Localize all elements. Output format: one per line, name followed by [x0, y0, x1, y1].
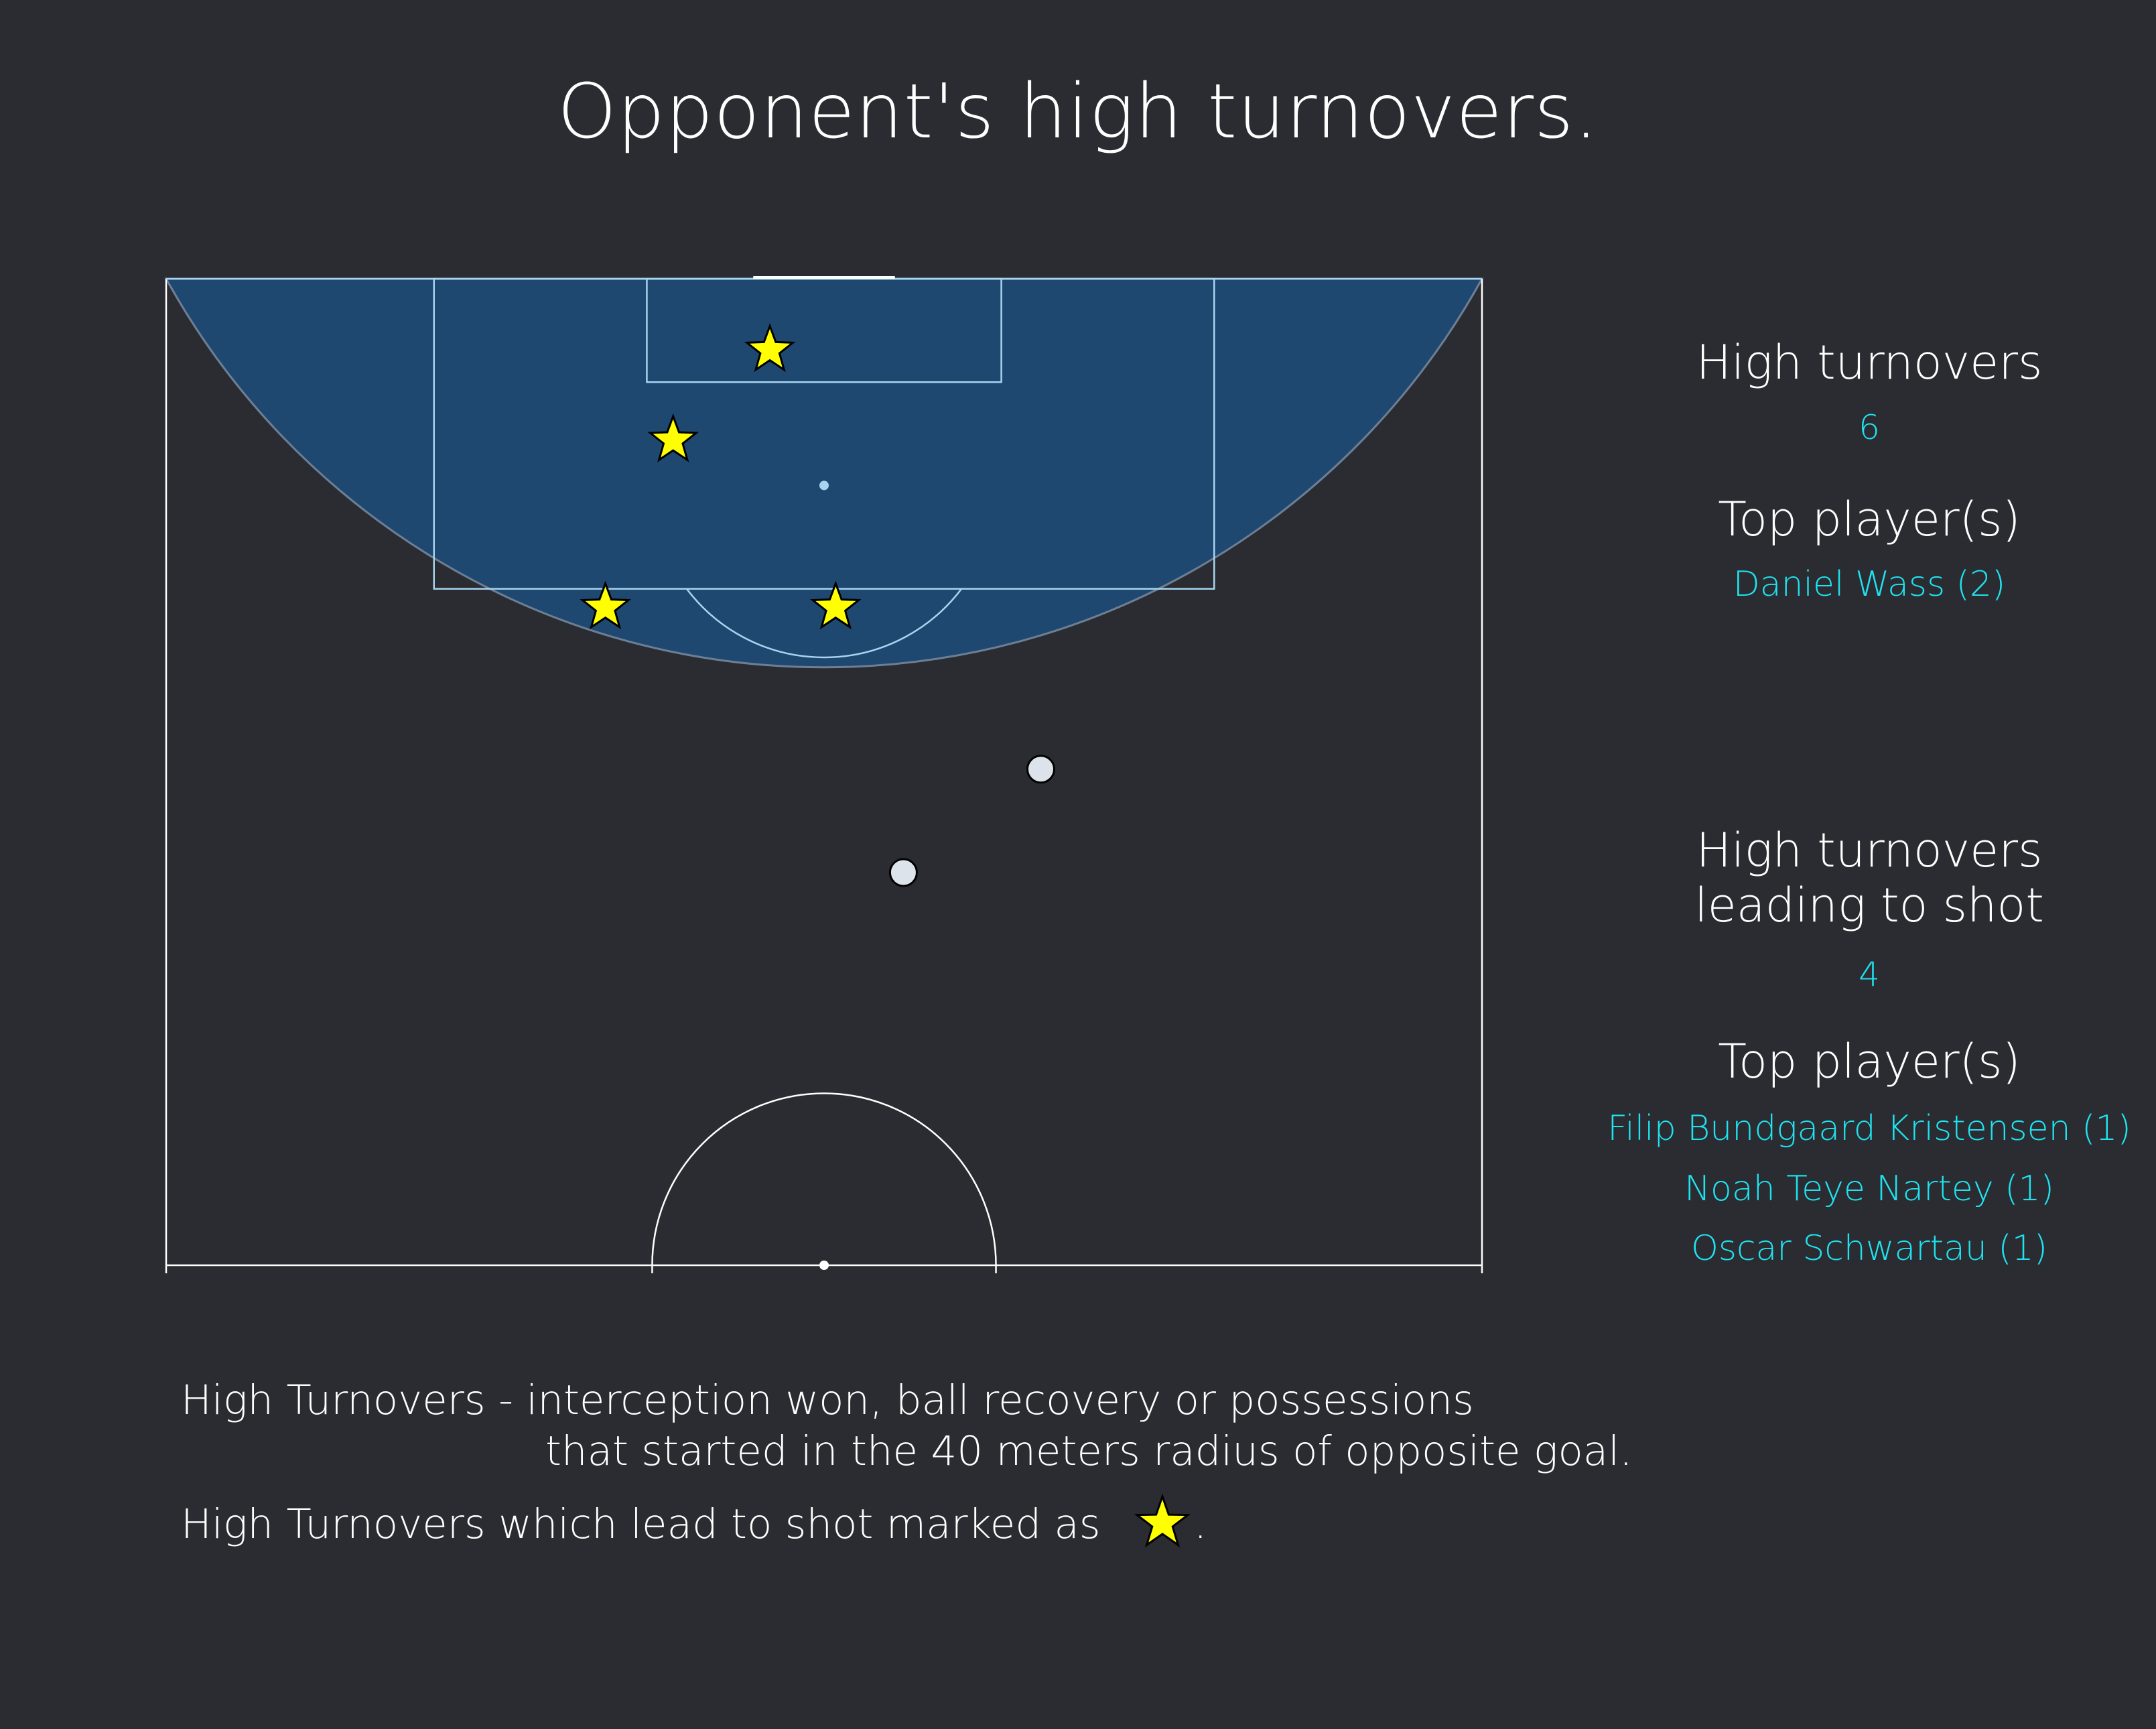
stats-panel: High turnovers 6 Top player(s) Daniel Wa…	[1568, 0, 2156, 1729]
high-turnover-zone	[164, 277, 1484, 669]
note-definition-line2: that started in the 40 meters radius of …	[545, 1427, 1633, 1475]
high-turnovers-label: High turnovers	[1696, 335, 2043, 390]
note-star-legend-suffix: .	[1194, 1500, 1207, 1548]
top-player-name: Noah Teye Nartey (1)	[1684, 1169, 2054, 1209]
note-definition-line1: High Turnovers - interception won, ball …	[181, 1376, 1474, 1424]
top-player-name: Daniel Wass (2)	[1733, 564, 2006, 604]
marks-layer	[580, 323, 1055, 887]
pitch-layer	[164, 276, 1484, 1273]
star-icon	[1134, 1493, 1191, 1548]
note-star-legend: High Turnovers which lead to shot marked…	[181, 1500, 1101, 1548]
top-player-name: Filip Bundgaard Kristensen (1)	[1607, 1108, 2131, 1149]
top-players-label: Top player(s)	[1718, 492, 2021, 547]
penalty-arc	[685, 588, 963, 659]
turnover-shot-star	[580, 580, 632, 630]
turnover-shot-star	[809, 580, 862, 630]
chart-title: Opponent's high turnovers.	[557, 68, 1599, 155]
top-players-shot-label: Top player(s)	[1718, 1034, 2021, 1089]
turnover-point	[1026, 755, 1055, 784]
centre-circle	[651, 1092, 997, 1266]
top-player-name: Oscar Schwartau (1)	[1690, 1228, 2048, 1269]
penalty-spot	[819, 481, 829, 491]
turnover-point	[888, 858, 918, 887]
turnover-shot-star	[744, 323, 796, 373]
shot-turnovers-label-line2: leading to shot	[1694, 878, 2044, 933]
shot-turnovers-value: 4	[1859, 955, 1880, 994]
turnover-shot-star	[647, 413, 699, 462]
high-turnovers-value: 6	[1859, 408, 1880, 447]
shot-turnovers-label-line1: High turnovers	[1696, 823, 2043, 878]
centre-spot	[819, 1261, 829, 1270]
